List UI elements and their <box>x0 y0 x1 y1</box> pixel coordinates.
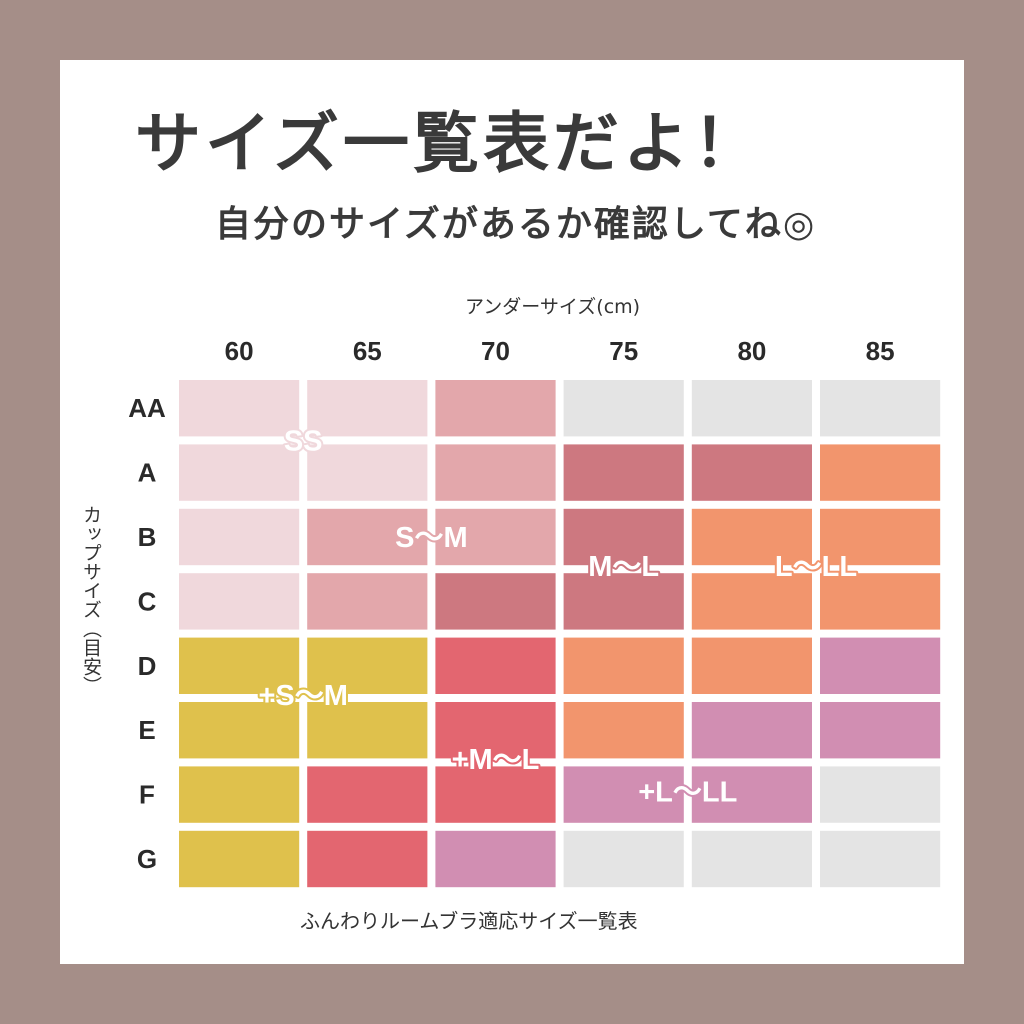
zone-label: SS <box>284 425 323 457</box>
page-title: サイズ一覧表だよ！ <box>135 105 764 182</box>
x-tick-label: 65 <box>353 336 382 366</box>
cell-G-75 <box>563 830 684 888</box>
cell-C-70 <box>435 573 556 630</box>
page-subtitle: 自分のサイズがあるか確認してね◎ <box>215 204 817 245</box>
cell-G-70 <box>435 830 556 888</box>
cell-A-80 <box>691 444 812 501</box>
cell-E-85 <box>820 702 941 759</box>
cell-E-65 <box>307 702 428 759</box>
cell-AA-60 <box>179 380 300 437</box>
zone-label: +M～L <box>452 744 540 776</box>
cell-AA-80 <box>691 380 812 437</box>
cell-A-65 <box>307 444 428 501</box>
cell-B-80 <box>691 508 812 566</box>
y-tick-label: G <box>137 844 157 874</box>
cell-C-75 <box>563 573 684 630</box>
y-axis-title: カップサイズ（目安） <box>80 505 102 695</box>
cell-E-60 <box>179 702 300 759</box>
zone-label: L～LL <box>775 551 857 583</box>
y-tick-label: F <box>139 780 155 810</box>
x-tick-label: 85 <box>866 336 895 366</box>
zone-label: +S～M <box>258 680 347 712</box>
cell-AA-65 <box>307 380 428 437</box>
cell-B-75 <box>563 508 684 566</box>
cell-F-80 <box>691 766 812 823</box>
cell-A-70 <box>435 444 556 501</box>
cell-G-85 <box>820 830 941 888</box>
cell-E-80 <box>691 702 812 759</box>
cell-D-80 <box>691 637 812 694</box>
y-tick-label: A <box>138 458 157 488</box>
size-chart-card: サイズ一覧表だよ！ 自分のサイズがあるか確認してね◎ アンダーサイズ(cm) カ… <box>60 60 964 964</box>
cell-F-70 <box>435 766 556 823</box>
cell-B-85 <box>820 508 941 566</box>
cell-AA-85 <box>820 380 941 437</box>
x-tick-label: 70 <box>481 336 510 366</box>
cell-E-75 <box>563 702 684 759</box>
cell-B-65 <box>307 508 428 566</box>
cell-B-60 <box>179 508 300 566</box>
cell-D-60 <box>179 637 300 694</box>
y-tick-label: C <box>138 586 157 616</box>
cell-F-85 <box>820 766 941 823</box>
y-tick-label: AA <box>128 393 166 423</box>
cell-D-85 <box>820 637 941 694</box>
cell-B-70 <box>435 508 556 566</box>
x-tick-label: 80 <box>737 336 766 366</box>
cell-A-85 <box>820 444 941 501</box>
cell-A-60 <box>179 444 300 501</box>
y-tick-label: B <box>138 522 157 552</box>
x-tick-label: 60 <box>225 336 254 366</box>
zone-label: M～L <box>588 551 659 583</box>
chart-caption: ふんわりルームブラ適応サイズ一覧表 <box>300 909 638 933</box>
y-tick-label: E <box>138 715 155 745</box>
cell-AA-70 <box>435 380 556 437</box>
cell-G-65 <box>307 830 428 888</box>
cell-AA-75 <box>563 380 684 437</box>
zone-label: S～M <box>395 522 468 554</box>
cell-F-65 <box>307 766 428 823</box>
cell-C-60 <box>179 573 300 630</box>
cell-C-85 <box>820 573 941 630</box>
cell-G-60 <box>179 830 300 888</box>
cell-C-65 <box>307 573 428 630</box>
cell-F-60 <box>179 766 300 823</box>
cell-F-75 <box>563 766 684 823</box>
cell-C-80 <box>691 573 812 630</box>
x-axis-title: アンダーサイズ(cm) <box>465 296 641 318</box>
cell-D-75 <box>563 637 684 694</box>
cell-G-80 <box>691 830 812 888</box>
y-tick-label: D <box>138 651 157 681</box>
cell-E-70 <box>435 702 556 759</box>
x-tick-label: 75 <box>609 336 638 366</box>
cell-A-75 <box>563 444 684 501</box>
cell-D-65 <box>307 637 428 694</box>
zone-label: +L～LL <box>638 776 737 808</box>
cell-D-70 <box>435 637 556 694</box>
